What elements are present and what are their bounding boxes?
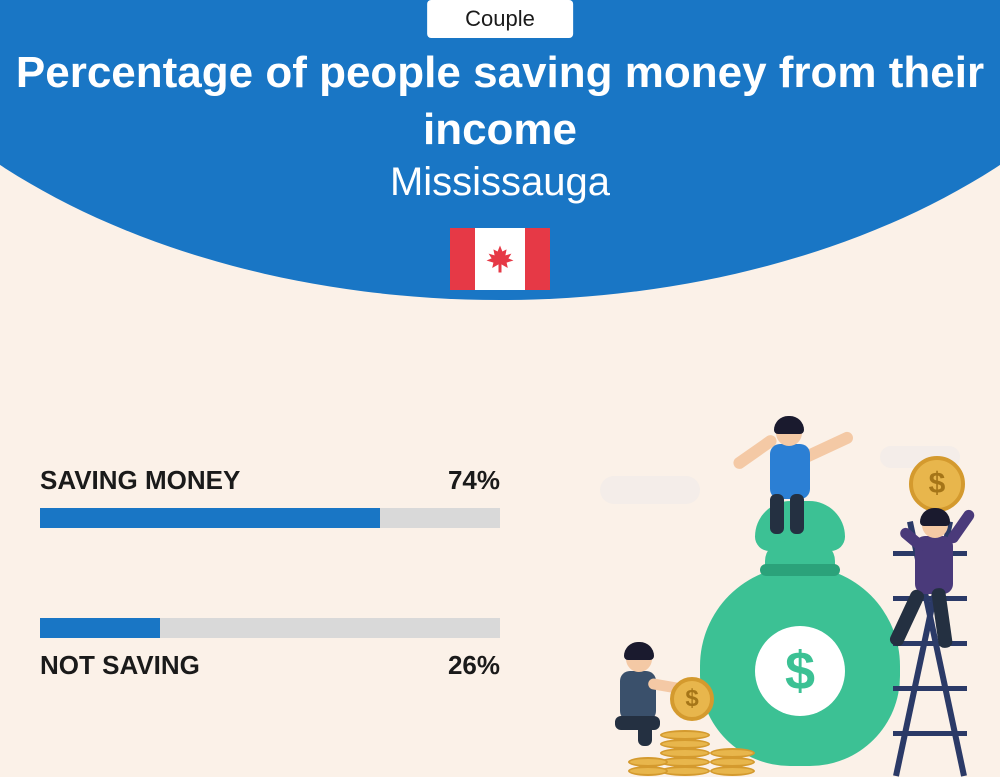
person-icon bbox=[740, 416, 860, 536]
bar-saving: SAVING MONEY 74% bbox=[40, 465, 500, 528]
bar-label: NOT SAVING bbox=[40, 650, 200, 681]
bar-track bbox=[40, 618, 500, 638]
person-icon bbox=[880, 506, 990, 686]
city-name: Mississauga bbox=[0, 160, 1000, 205]
page-title: Percentage of people saving money from t… bbox=[0, 44, 1000, 158]
bar-value: 26% bbox=[448, 650, 500, 681]
canada-flag-icon bbox=[450, 228, 550, 290]
cloud-icon bbox=[600, 476, 700, 504]
bar-not-saving: NOT SAVING 26% bbox=[40, 618, 500, 681]
maple-leaf-icon bbox=[485, 244, 515, 274]
category-badge: Couple bbox=[427, 0, 573, 38]
bar-track bbox=[40, 508, 500, 528]
coin-stack-icon bbox=[710, 741, 755, 776]
money-bag-icon bbox=[760, 564, 840, 576]
dollar-sign-icon: $ bbox=[755, 626, 845, 716]
coin-icon: $ bbox=[909, 456, 965, 512]
bar-chart: SAVING MONEY 74% NOT SAVING 26% bbox=[40, 465, 500, 771]
coin-icon: $ bbox=[670, 677, 714, 721]
bar-fill bbox=[40, 508, 380, 528]
savings-illustration: $ $ $ bbox=[590, 416, 990, 776]
bar-label: SAVING MONEY bbox=[40, 465, 240, 496]
bar-fill bbox=[40, 618, 160, 638]
bar-value: 74% bbox=[448, 465, 500, 496]
coin-stack-icon bbox=[628, 756, 668, 776]
